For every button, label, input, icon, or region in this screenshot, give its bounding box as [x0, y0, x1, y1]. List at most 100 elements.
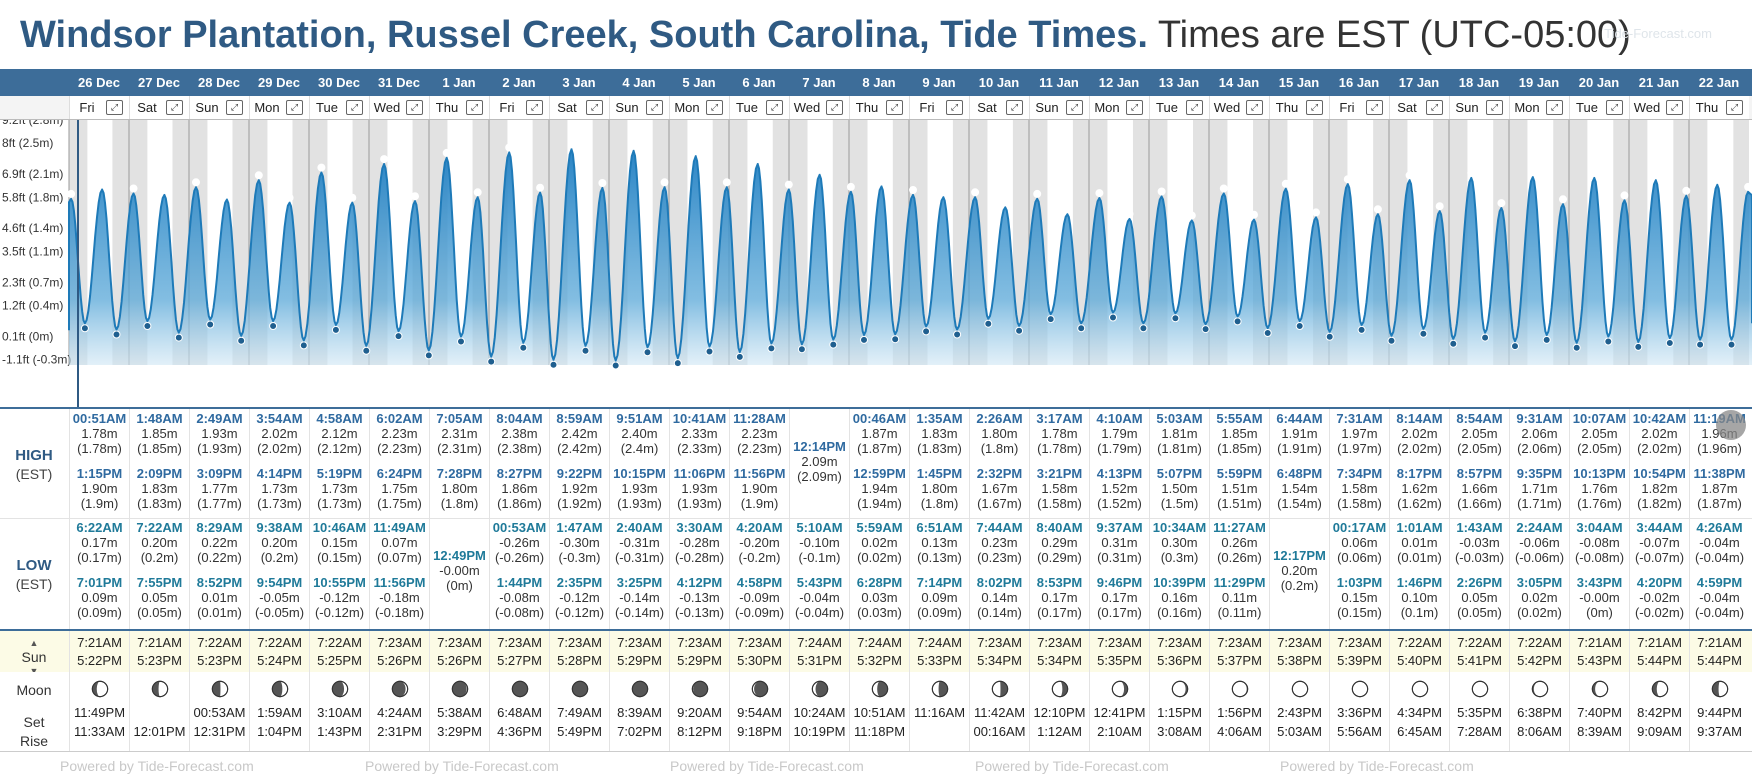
low-tide-point: [1511, 342, 1519, 351]
tide-height: -0.18m: [379, 590, 420, 605]
moonset-time: 9:20AM: [677, 705, 722, 720]
expand-icon[interactable]: ⤢: [1486, 100, 1503, 115]
moonrise-time: 9:18PM: [737, 724, 782, 739]
expand-icon[interactable]: ⤢: [106, 100, 123, 115]
moonset-time: 12:41PM: [1093, 705, 1146, 720]
tide-height: 1.87m: [861, 426, 898, 441]
high-tide-1: 1:48AM 1.85m (1.85m): [130, 411, 189, 456]
expand-icon[interactable]: ⤢: [646, 100, 663, 115]
moonrise-time: 2:10AM: [1097, 724, 1142, 739]
tide-day-column: 7:31AM 1.97m (1.97m) 7:34PM 1.58m (1.58m) 00:1…: [1329, 409, 1389, 631]
scroll-knob[interactable]: [1716, 410, 1746, 440]
tide-height-alt: (-0.04m): [1694, 605, 1745, 620]
expand-icon[interactable]: ⤢: [286, 100, 303, 115]
tide-height-alt: (0.06m): [1337, 550, 1382, 565]
low-tide-point: [705, 347, 714, 356]
expand-icon[interactable]: ⤢: [1606, 100, 1623, 115]
expand-icon[interactable]: ⤢: [1246, 100, 1263, 115]
tide-height: 1.77m: [201, 481, 238, 496]
expand-icon[interactable]: ⤢: [466, 100, 483, 115]
sunset-time: 5:26PM: [437, 653, 482, 668]
high-tide-point: [784, 180, 793, 189]
low-tide-point: [1449, 339, 1458, 348]
expand-icon[interactable]: ⤢: [1426, 100, 1443, 115]
expand-icon[interactable]: ⤢: [526, 100, 543, 115]
tide-time: 10:41AM: [672, 411, 727, 426]
tide-height-alt: (0.07m): [377, 550, 422, 565]
tide-day-column: 1:35AM 1.83m (1.83m) 1:45PM 1.80m (1.8m) 6:51A…: [909, 409, 969, 631]
tide-day-column: 11:28AM 2.23m (2.23m) 11:56PM 1.90m (1.9m) 4:2…: [729, 409, 789, 631]
tide-time: 7:28PM: [436, 466, 483, 481]
expand-icon[interactable]: ⤢: [226, 100, 243, 115]
sunrise-time: 7:23AM: [1157, 635, 1202, 650]
weekday-cell: Sun ⤢: [1449, 96, 1509, 119]
low-tide-1: 11:49AM 0.07m (0.07m): [370, 520, 429, 565]
sun-day-column: 7:23AM 5:39PM: [1329, 631, 1389, 673]
expand-icon[interactable]: ⤢: [1306, 100, 1323, 115]
expand-icon[interactable]: ⤢: [1366, 100, 1383, 115]
weekday-label: Sat: [977, 100, 997, 115]
tide-height: 2.42m: [561, 426, 598, 441]
expand-icon[interactable]: ⤢: [166, 100, 183, 115]
expand-icon[interactable]: ⤢: [1006, 100, 1023, 115]
high-tide-1: 2:49AM 1.93m (1.93m): [190, 411, 249, 456]
high-tide-point: [1620, 191, 1629, 200]
moon-phase-icon: [391, 680, 408, 698]
weekday-cell: Sat ⤢: [1389, 96, 1449, 119]
expand-icon[interactable]: ⤢: [1126, 100, 1143, 115]
tide-time: 7:01PM: [76, 575, 123, 590]
moon-day-column: 12:01PM: [129, 672, 189, 751]
date-cell: 1 Jan: [442, 75, 476, 90]
tide-time: 2:26AM: [976, 411, 1023, 426]
sun-day-column: 7:23AM 5:26PM: [369, 631, 429, 673]
tide-height: 0.01m: [1401, 535, 1438, 550]
tide-time: 10:42AM: [1632, 411, 1687, 426]
tide-height-alt: (1.96m): [1697, 441, 1742, 456]
low-tide-point: [1139, 324, 1148, 333]
expand-icon[interactable]: ⤢: [1066, 100, 1083, 115]
expand-icon[interactable]: ⤢: [1186, 100, 1203, 115]
tide-height: -0.14m: [619, 590, 660, 605]
tide-time: 11:38PM: [1693, 466, 1746, 481]
low-tide-point: [1015, 326, 1024, 335]
expand-icon[interactable]: ⤢: [346, 100, 363, 115]
high-tide-point: [67, 189, 76, 198]
expand-icon[interactable]: ⤢: [706, 100, 723, 115]
expand-icon[interactable]: ⤢: [586, 100, 603, 115]
date-cell: 2 Jan: [502, 75, 536, 90]
tide-height: 1.75m: [381, 481, 418, 496]
high-low-divider: [0, 518, 1752, 519]
tide-height-alt: (2.06m): [1517, 441, 1562, 456]
tide-height-alt: (-0.08m): [494, 605, 545, 620]
low-tide-point: [1481, 333, 1490, 342]
date-cell: 18 Jan: [1458, 75, 1500, 90]
tide-height: 1.73m: [321, 481, 358, 496]
expand-icon[interactable]: ⤢: [826, 100, 843, 115]
tide-time: 2:24AM: [1516, 520, 1563, 535]
expand-icon[interactable]: ⤢: [1726, 100, 1743, 115]
axis-background: [0, 120, 69, 407]
high-tide-1: 9:31AM 2.06m (2.06m): [1510, 411, 1569, 456]
tide-height: 2.02m: [261, 426, 298, 441]
tide-day-column: 2:49AM 1.93m (1.93m) 3:09PM 1.77m (1.77m) 8:29…: [189, 409, 249, 631]
low-tide-point: [1077, 324, 1086, 333]
low-tide-point: [735, 352, 744, 361]
sunrise-time: 7:23AM: [377, 635, 422, 650]
tide-height-alt: (1.5m): [1160, 496, 1199, 511]
expand-icon[interactable]: ⤢: [946, 100, 963, 115]
low-tide-2: 7:01PM 0.09m (0.09m): [70, 575, 129, 620]
low-tide-2: 7:14PM 0.09m (0.09m): [910, 575, 969, 620]
expand-icon[interactable]: ⤢: [1546, 100, 1563, 115]
timezone-note: Times are EST (UTC-05:00): [1157, 14, 1631, 56]
expand-icon[interactable]: ⤢: [406, 100, 423, 115]
tide-height: 0.15m: [1341, 590, 1378, 605]
high-tide-1: 12:14PM 2.09m (2.09m): [790, 439, 849, 484]
sunrise-time: 7:23AM: [977, 635, 1022, 650]
expand-icon[interactable]: ⤢: [886, 100, 903, 115]
moonrise-time: 8:06AM: [1517, 724, 1562, 739]
low-tide-point: [80, 324, 89, 333]
low-tide-point: [643, 348, 652, 357]
expand-icon[interactable]: ⤢: [1666, 100, 1683, 115]
moonset-time: 9:54AM: [737, 705, 782, 720]
expand-icon[interactable]: ⤢: [766, 100, 783, 115]
